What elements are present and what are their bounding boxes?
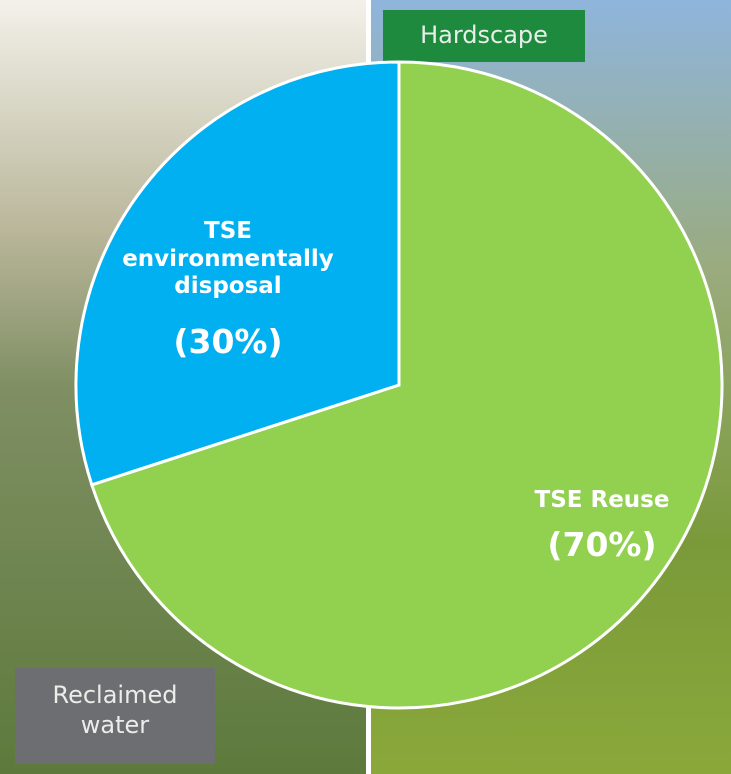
value-label: (30%)	[173, 322, 283, 361]
pie-slice	[74, 60, 401, 487]
pie	[74, 60, 724, 710]
annotation: Hardscape	[420, 21, 548, 49]
slice-label: TSE Reuse	[534, 487, 670, 513]
pie-slice	[89, 60, 724, 710]
annotation: Reclaimed water	[52, 681, 178, 739]
slice-label: TSE environmentally disposal	[122, 218, 334, 300]
value-label: (70%)	[547, 525, 657, 564]
reclaimed-box	[15, 668, 215, 764]
hardscape-box	[383, 10, 585, 62]
